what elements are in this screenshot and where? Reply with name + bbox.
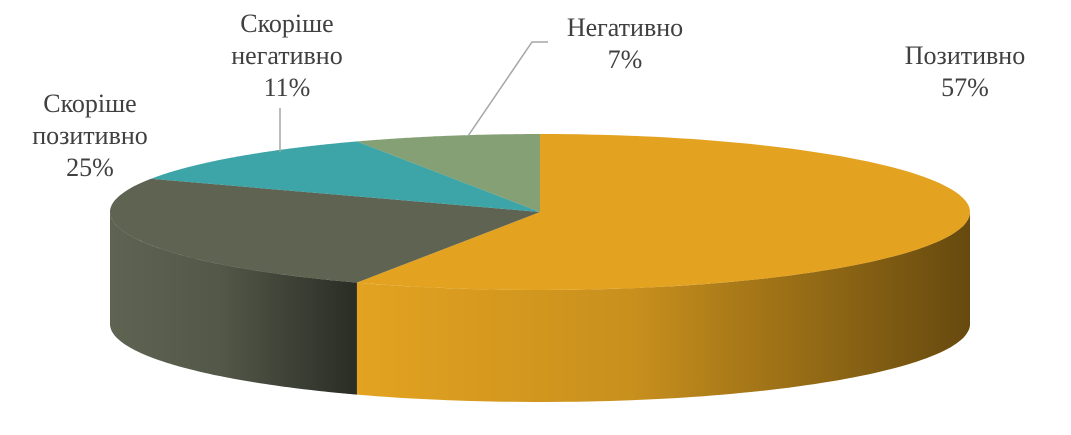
value-label: 7% (607, 45, 643, 74)
slice-side-shade (356, 212, 970, 402)
pie (110, 134, 970, 402)
value-label: 25% (66, 153, 114, 182)
data-label: Позитивно 57% (885, 40, 1045, 104)
data-label: Скоріше негативно 11% (207, 8, 367, 104)
category-label: Позитивно (904, 41, 1026, 70)
slice (150, 141, 540, 212)
slice-side-shade (110, 212, 357, 395)
slice (356, 134, 540, 212)
category-label: Скоріше негативно (231, 9, 343, 70)
category-label: Негативно (566, 13, 684, 42)
slice (356, 134, 970, 290)
value-label: 57% (941, 73, 989, 102)
data-label: Скоріше позитивно 25% (10, 88, 170, 184)
category-label: Скоріше позитивно (32, 89, 148, 150)
value-label: 11% (263, 73, 311, 102)
data-label: Негативно 7% (545, 12, 705, 76)
slice (110, 178, 540, 283)
leader-line (467, 41, 548, 137)
